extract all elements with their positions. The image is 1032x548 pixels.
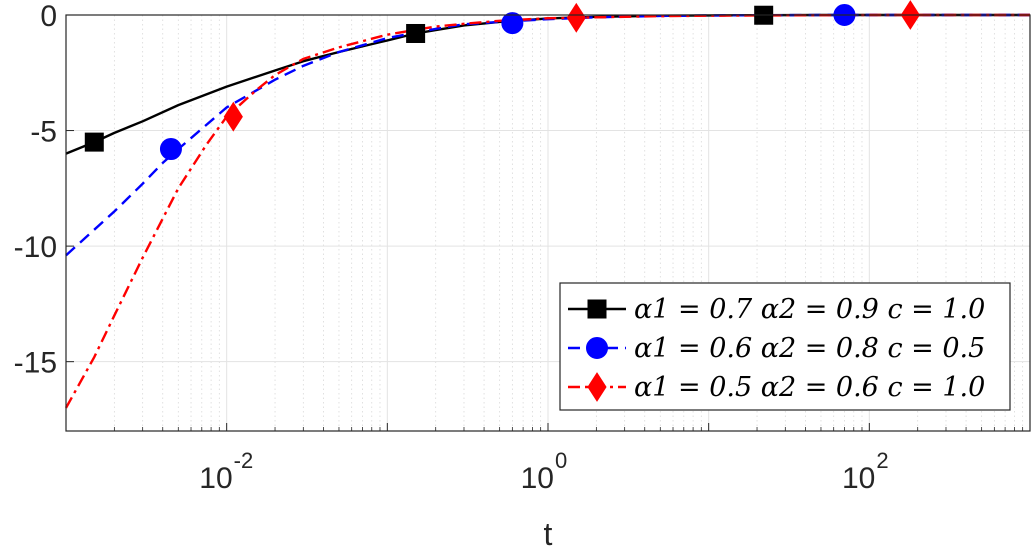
legend-marker [587, 299, 607, 319]
y-tick-label: -10 [14, 231, 57, 264]
series-markers [84, 0, 920, 161]
legend-label: α1 = 0.5 α2 = 0.6 c = 1.0 [634, 372, 985, 403]
x-tick-label-base: 10 [842, 462, 875, 495]
x-tick-label-base: 10 [199, 462, 232, 495]
series-1-marker [406, 23, 426, 43]
x-tick-label-exponent: 2 [876, 448, 888, 473]
legend-label: α1 = 0.7 α2 = 0.9 c = 1.0 [634, 294, 985, 325]
x-tick-label-exponent: -2 [234, 448, 254, 473]
y-tick-label: -15 [14, 347, 57, 380]
legend-marker [586, 337, 608, 359]
series-line-3 [64, 13, 1030, 409]
x-tick-label-base: 10 [521, 462, 554, 495]
x-tick-label-exponent: 0 [555, 448, 567, 473]
legend-label: α1 = 0.6 α2 = 0.8 c = 0.5 [634, 333, 985, 364]
series-2-marker [159, 138, 182, 161]
legend-box [559, 282, 1011, 411]
series-3-marker [566, 2, 586, 33]
x-tick-label: 102 [842, 448, 889, 495]
series-3-marker [223, 101, 243, 132]
tick-marks [65, 14, 1031, 431]
legend-marker [587, 372, 607, 402]
legend-entry: α1 = 0.5 α2 = 0.6 c = 1.0 [568, 372, 985, 403]
x-tick-label: 10-2 [199, 448, 253, 495]
y-tick-label: 0 [40, 0, 57, 33]
series-2-marker [501, 12, 524, 35]
y-tick-labels: 0 -5 -10 -15 [14, 0, 57, 380]
y-tick-label: -5 [30, 116, 57, 149]
legend-entry: α1 = 0.6 α2 = 0.8 c = 0.5 [568, 333, 985, 364]
legend-entry: α1 = 0.7 α2 = 0.9 c = 1.0 [568, 294, 985, 325]
x-axis-label: t [544, 516, 553, 548]
x-tick-label: 100 [521, 448, 568, 495]
legend: α1 = 0.7 α2 = 0.9 c = 1.0 α1 = 0.6 α2 = 0… [559, 282, 1011, 411]
series-1-marker [84, 132, 104, 152]
